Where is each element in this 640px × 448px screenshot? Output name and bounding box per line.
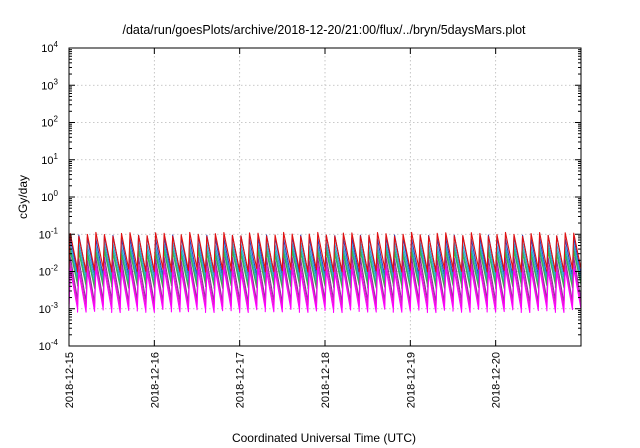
y-tick-label: 104	[41, 40, 58, 55]
x-tick-label: 2018-12-15	[64, 352, 76, 408]
y-tick-label: 10-4	[39, 338, 59, 353]
series-group	[68, 231, 582, 314]
series-line	[68, 231, 582, 273]
y-axis: 10-4 10-3 10-2 10-1 100 101 102 103 104	[39, 40, 581, 353]
x-tick-label: 2018-12-19	[405, 352, 417, 408]
y-axis-label: cGy/day	[16, 175, 30, 219]
chart-title: /data/run/goesPlots/archive/2018-12-20/2…	[122, 23, 526, 37]
y-tick-label: 102	[41, 115, 58, 130]
x-axis: 2018-12-15 2018-12-16 2018-12-17 2018-12-18…	[64, 48, 503, 408]
y-tick-label: 10-2	[39, 264, 59, 279]
x-tick-label: 2018-12-17	[235, 352, 247, 408]
x-tick-label: 2018-12-18	[320, 352, 332, 408]
y-tick-label: 101	[41, 152, 58, 167]
y-tick-label: 103	[41, 77, 58, 92]
y-tick-label: 100	[41, 189, 58, 204]
y-tick-label: 10-1	[39, 226, 59, 241]
y-tick-label: 10-3	[39, 301, 59, 316]
series-line	[68, 267, 582, 314]
x-tick-label: 2018-12-20	[491, 352, 503, 408]
x-axis-label: Coordinated Universal Time (UTC)	[232, 431, 416, 445]
x-tick-label: 2018-12-16	[149, 352, 161, 408]
